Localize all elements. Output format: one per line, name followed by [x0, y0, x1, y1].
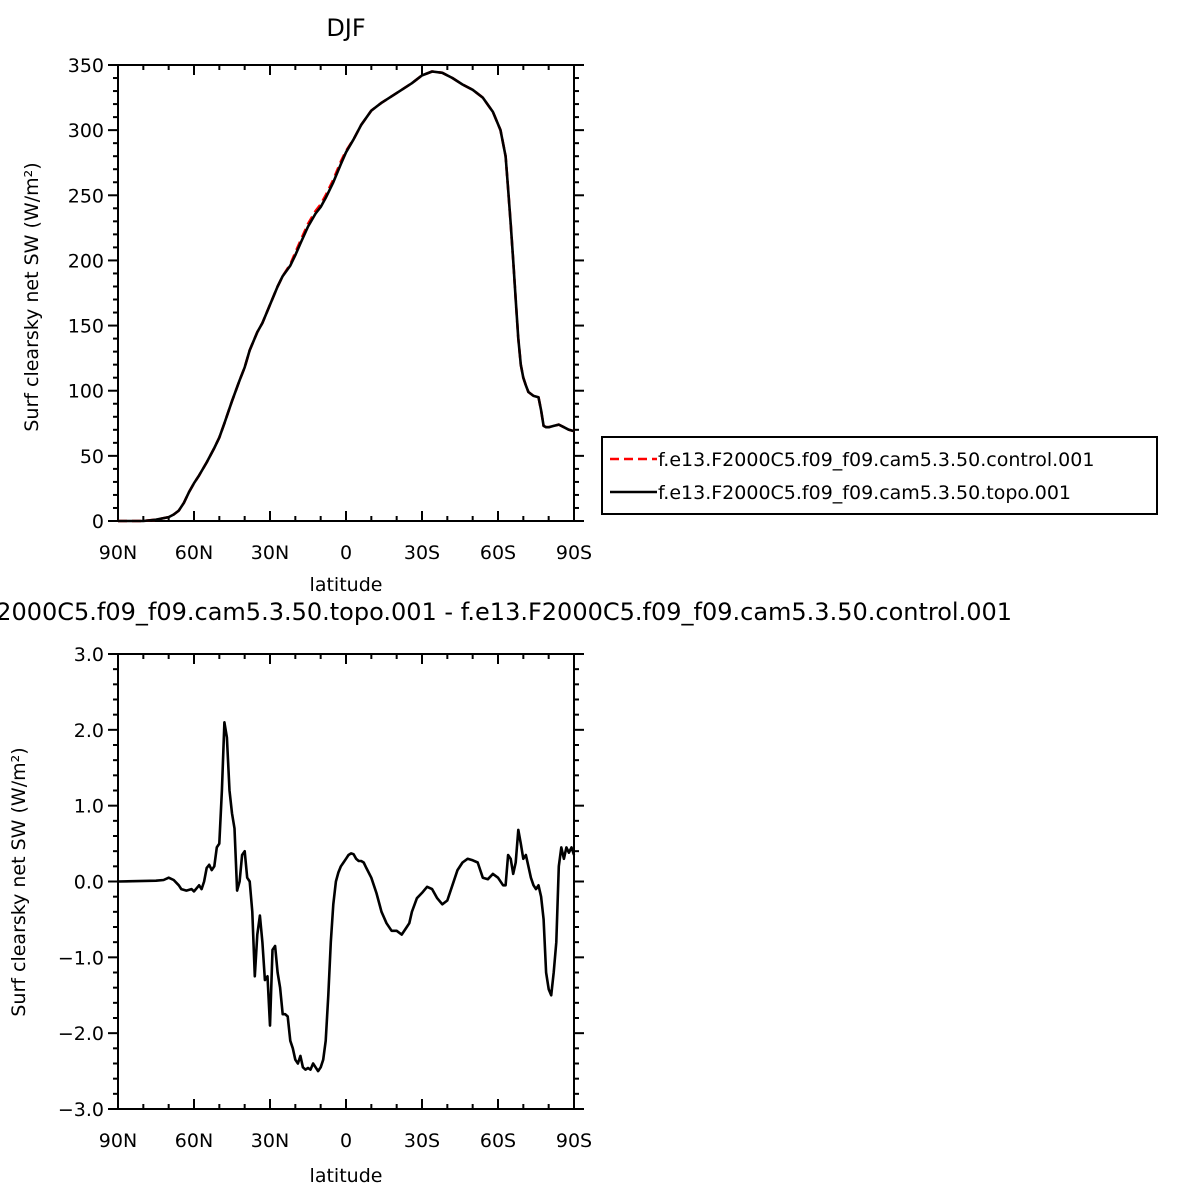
y-tick-label: −3.0	[58, 1099, 104, 1121]
y-tick-label: 2.0	[74, 720, 104, 742]
x-tick-label: 30N	[251, 542, 289, 564]
x-tick-label: 90N	[99, 542, 137, 564]
y-tick-label: 0.0	[74, 872, 104, 894]
x-axis-title: latitude	[310, 1165, 383, 1187]
chart-title: DJF	[326, 14, 365, 42]
y-tick-label: −1.0	[58, 947, 104, 969]
legend-box	[601, 436, 1158, 515]
x-tick-label: 90N	[99, 1130, 137, 1152]
series-line-0	[118, 70, 575, 523]
y-axis-title: Surf clearsky net SW (W/m²)	[8, 747, 30, 1016]
x-tick-label: 60S	[480, 1130, 516, 1152]
x-tick-label: 60N	[175, 542, 213, 564]
y-tick-label: 50	[80, 446, 104, 468]
x-tick-label: 60N	[175, 1130, 213, 1152]
y-tick-label: 250	[68, 185, 104, 207]
plot-frame	[117, 64, 575, 522]
difference-chart-title: f.e13.F2000C5.f09_f09.cam5.3.50.topo.001…	[0, 598, 1012, 626]
bottom-panel: f.e13.F2000C5.f09_f09.cam5.3.50.topo.001…	[0, 598, 1012, 1187]
x-tick-label: 30N	[251, 1130, 289, 1152]
x-axis-title: latitude	[310, 574, 383, 596]
legend: f.e13.F2000C5.f09_f09.cam5.3.50.control.…	[601, 436, 1158, 515]
series-line-0	[117, 721, 576, 1073]
y-tick-label: 350	[68, 55, 104, 77]
y-tick-label: 150	[68, 316, 104, 338]
y-tick-label: 200	[68, 250, 104, 272]
y-tick-label: 3.0	[74, 644, 104, 666]
legend-label-1: f.e13.F2000C5.f09_f09.cam5.3.50.topo.001	[658, 482, 1071, 504]
x-tick-label: 60S	[480, 542, 516, 564]
top-panel: DJF latitude Surf clearsky net SW (W/m²)…	[21, 14, 592, 596]
y-tick-label: 100	[68, 381, 104, 403]
x-tick-label: 30S	[404, 1130, 440, 1152]
x-tick-label: 0	[340, 1130, 352, 1152]
x-tick-label: 0	[340, 542, 352, 564]
x-tick-label: 30S	[404, 542, 440, 564]
x-tick-label: 90S	[556, 1130, 592, 1152]
y-tick-label: 0	[92, 511, 104, 533]
legend-label-0: f.e13.F2000C5.f09_f09.cam5.3.50.control.…	[658, 449, 1094, 471]
y-tick-label: 300	[68, 120, 104, 142]
y-axis-title: Surf clearsky net SW (W/m²)	[21, 162, 43, 431]
x-tick-label: 90S	[556, 542, 592, 564]
series-line-1	[118, 70, 575, 523]
y-tick-label: 1.0	[74, 796, 104, 818]
y-tick-label: −2.0	[58, 1023, 104, 1045]
